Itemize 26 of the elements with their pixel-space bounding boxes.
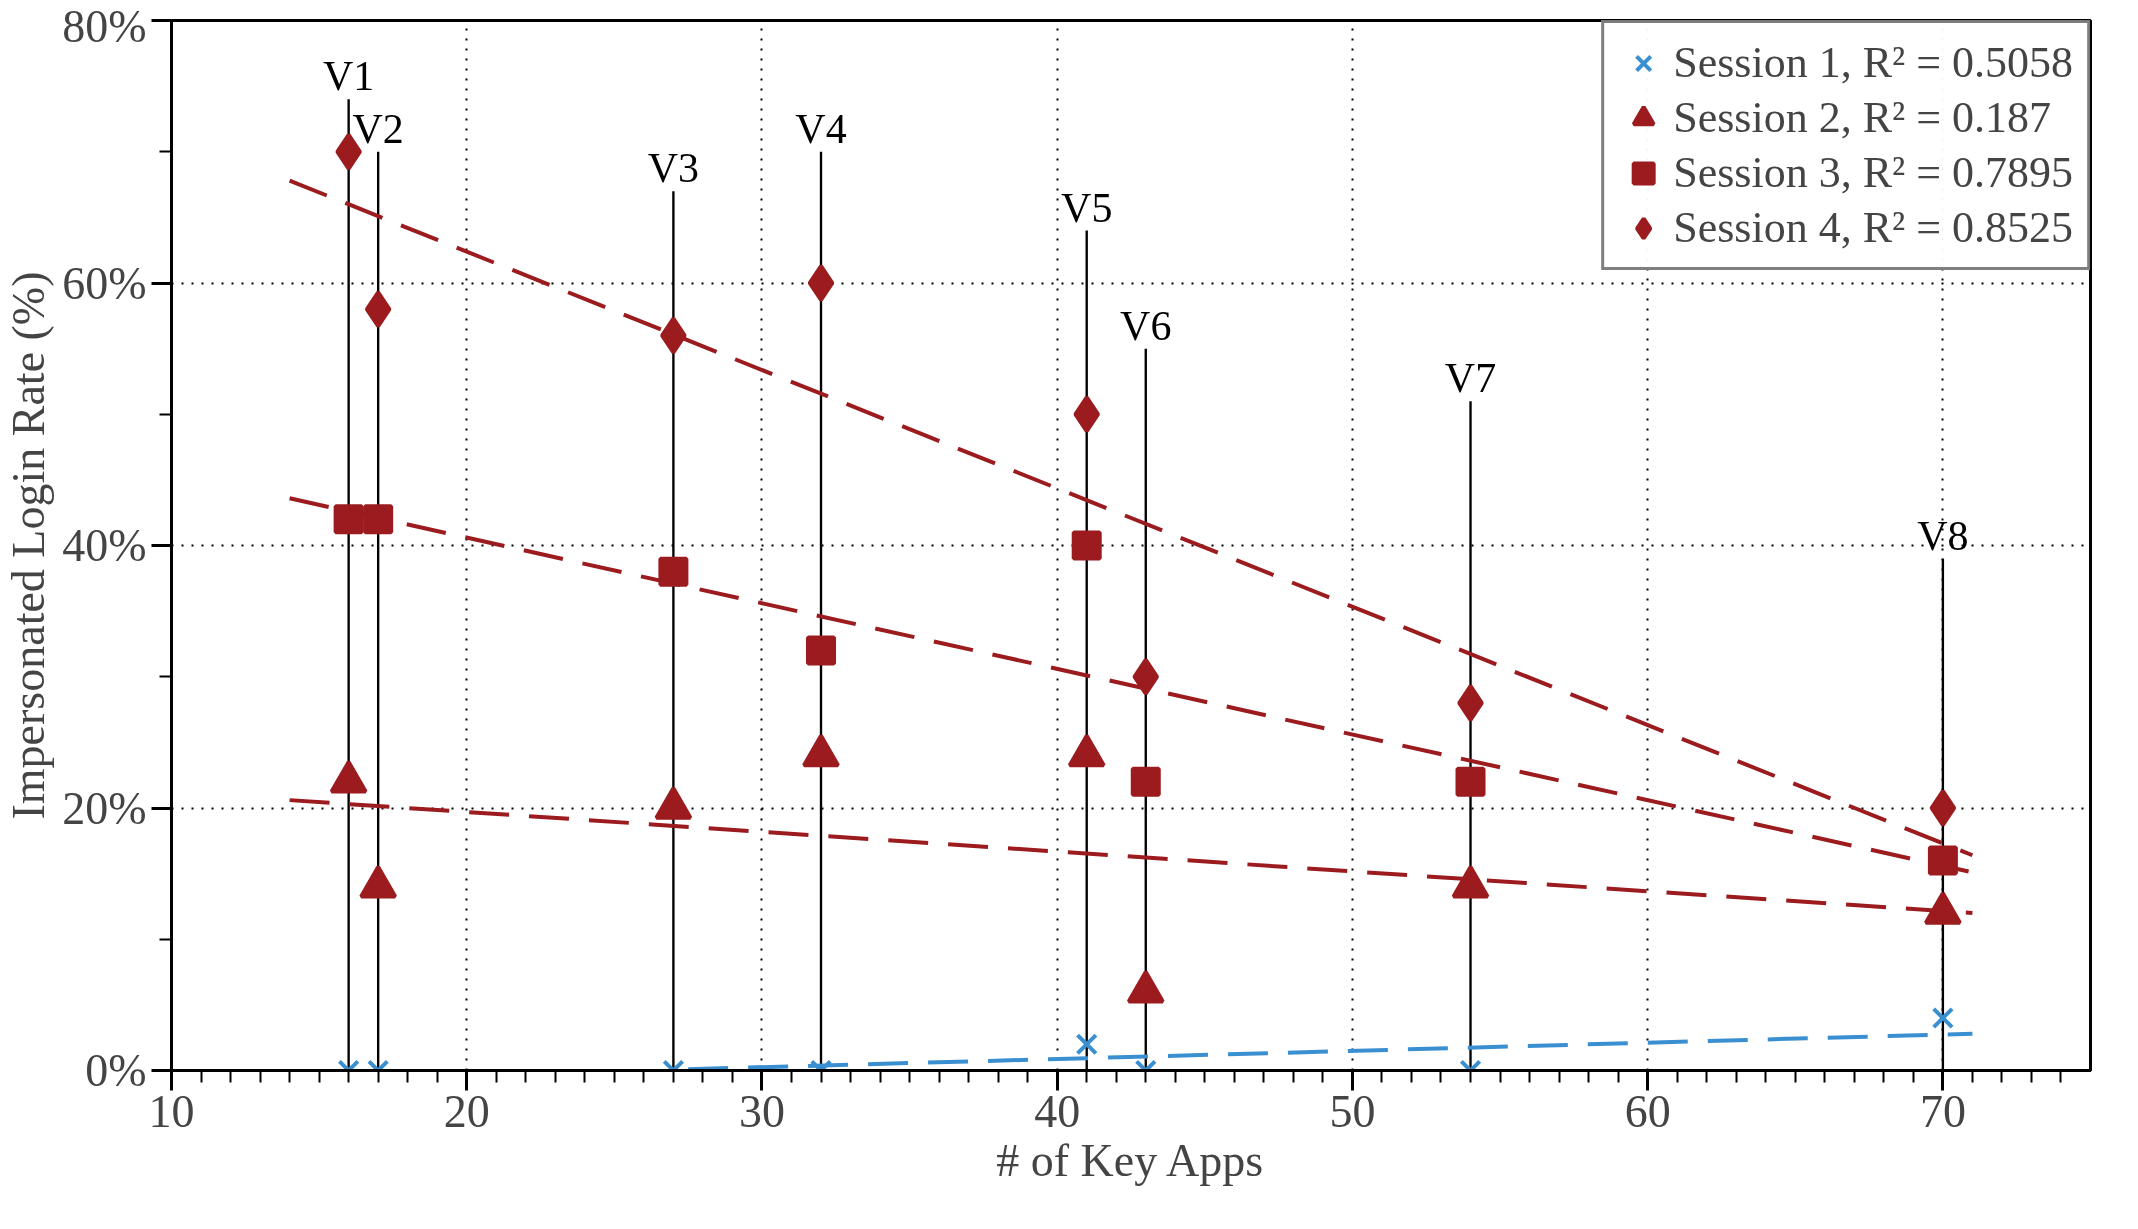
y-tick-label: 0% <box>85 1045 147 1096</box>
y-tick-label: 20% <box>62 782 147 834</box>
x-tick-label: 40 <box>1034 1085 1081 1137</box>
data-label: V4 <box>795 105 847 152</box>
data-label: V7 <box>1444 355 1497 402</box>
data-label: V3 <box>647 145 700 192</box>
x-tick-label: 70 <box>1919 1085 1966 1137</box>
x-tick-label: 20 <box>443 1085 490 1137</box>
data-label: V1 <box>322 53 375 100</box>
data-label: V6 <box>1120 302 1172 349</box>
data-label: V8 <box>1917 512 1969 559</box>
x-tick-label: 10 <box>148 1085 195 1137</box>
legend-label: Session 1, R² = 0.5058 <box>1673 37 2073 88</box>
data-label: V5 <box>1061 184 1113 231</box>
y-axis-title: Impersonated Login Rate (%) <box>3 271 55 820</box>
x-axis-title: # of Key Apps <box>996 1134 1264 1186</box>
data-label: V2 <box>352 105 404 152</box>
x-tick-label: 50 <box>1329 1085 1376 1137</box>
x-tick-label: 60 <box>1624 1085 1671 1137</box>
y-tick-label: 40% <box>62 520 147 571</box>
legend-label: Session 2, R² = 0.187 <box>1673 92 2051 143</box>
y-tick-label: 80% <box>62 0 147 52</box>
y-tick-label: 60% <box>62 257 147 309</box>
legend-label: Session 3, R² = 0.7895 <box>1673 147 2073 198</box>
legend-label: Session 4, R² = 0.8525 <box>1673 202 2073 253</box>
x-tick-label: 30 <box>738 1085 785 1137</box>
